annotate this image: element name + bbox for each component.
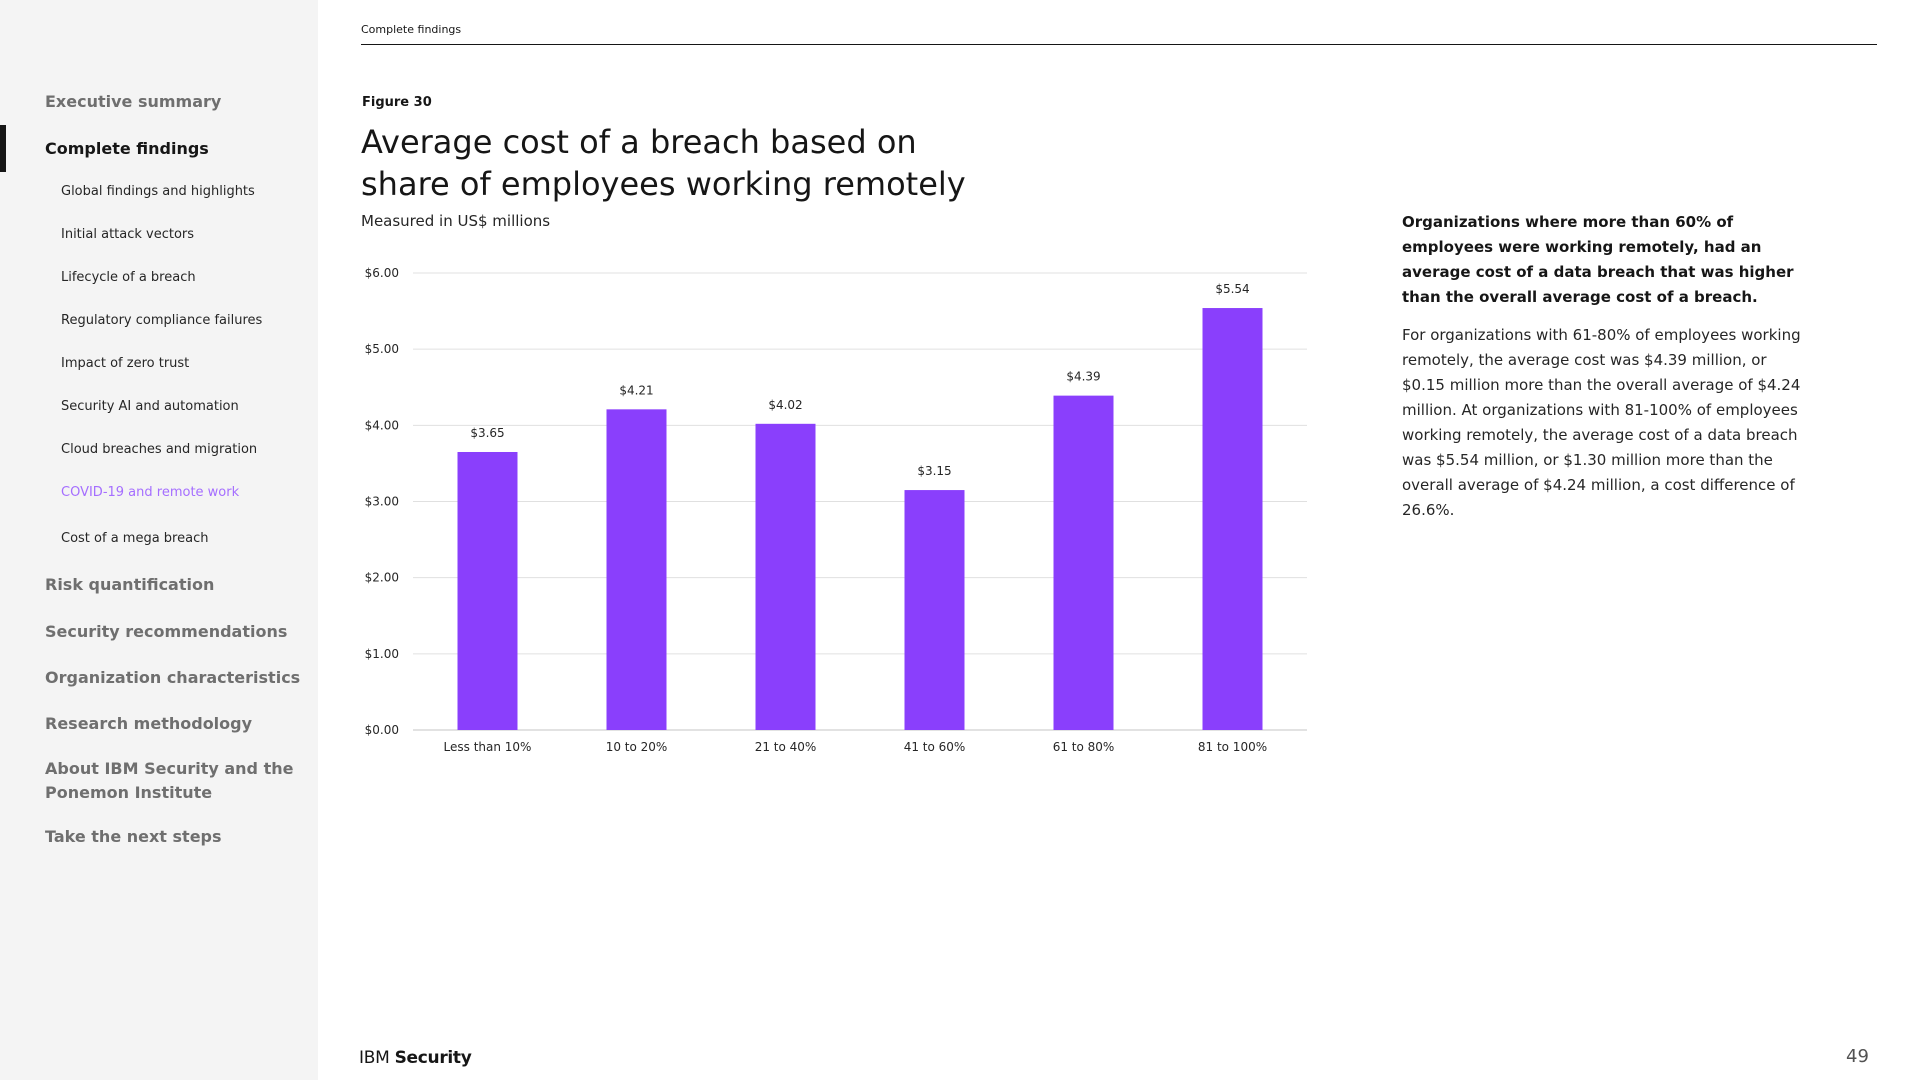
- chart-gridlines: [413, 272, 1307, 731]
- nav-item-organization-characteristics[interactable]: Organization characteristics: [45, 668, 301, 687]
- chart-bars: [457, 308, 1263, 730]
- nav-item-regulatory-compliance-failures[interactable]: Regulatory compliance failures: [61, 313, 263, 328]
- sidebar: Executive summary Complete findings Global…: [0, 0, 318, 1080]
- nav-item-complete-findings[interactable]: Complete findings: [45, 139, 209, 158]
- page-number: 49: [1846, 1046, 1869, 1067]
- side-body-paragraph: For organizations with 61-80% of employe…: [1402, 326, 1801, 519]
- header-divider: [361, 44, 1877, 45]
- bar-value-label: $4.02: [768, 398, 802, 412]
- bar-value-label: $4.39: [1066, 370, 1100, 384]
- bar: [606, 409, 667, 730]
- side-commentary: Organizations where more than 60% of emp…: [1402, 210, 1812, 523]
- y-axis-tick-labels: $0.00 $1.00 $2.00 $3.00 $4.00 $5.00 $6.00: [365, 266, 399, 737]
- figure-subtitle: Measured in US$ millions: [361, 212, 551, 230]
- x-category-label: 61 to 80%: [1053, 740, 1115, 754]
- bar-value-label: $4.21: [619, 383, 653, 397]
- x-category-label: 10 to 20%: [606, 740, 668, 754]
- figure-label: Figure 30: [362, 95, 432, 110]
- figure-title: Average cost of a breach based on share …: [361, 123, 966, 203]
- nav-item-security-recommendations[interactable]: Security recommendations: [45, 622, 288, 641]
- bar: [1053, 395, 1114, 730]
- x-axis-category-labels: Less than 10% 10 to 20% 21 to 40% 41 to 60%…: [444, 740, 1268, 754]
- bar: [755, 423, 816, 730]
- nav-item-research-methodology[interactable]: Research methodology: [45, 714, 253, 733]
- y-tick-label: $3.00: [365, 495, 399, 509]
- bar-value-label: $3.65: [470, 426, 504, 440]
- nav-item-initial-attack-vectors[interactable]: Initial attack vectors: [61, 227, 195, 242]
- y-tick-label: $2.00: [365, 571, 399, 585]
- side-lead-paragraph: Organizations where more than 60% of emp…: [1402, 213, 1794, 306]
- ibm-security-logo: IBM Security: [359, 1048, 472, 1068]
- bar-value-labels: $3.65 $4.21 $4.02 $3.15 $4.39 $5.54: [470, 282, 1249, 478]
- x-category-label: Less than 10%: [444, 740, 532, 754]
- nav-item-lifecycle-of-a-breach[interactable]: Lifecycle of a breach: [61, 270, 196, 285]
- nav-item-about-ibm-security-and-the-ponemon-institute[interactable]: About IBM Security and the Ponemon Insti…: [45, 759, 294, 802]
- nav-item-global-findings-and-highlights[interactable]: Global findings and highlights: [61, 184, 255, 199]
- y-tick-label: $5.00: [365, 342, 399, 356]
- nav-item-cloud-breaches-and-migration[interactable]: Cloud breaches and migration: [61, 442, 258, 457]
- bar: [1202, 308, 1263, 730]
- bar-value-label: $5.54: [1215, 282, 1249, 296]
- y-tick-label: $1.00: [365, 647, 399, 661]
- nav-item-covid-19-and-remote-work[interactable]: COVID-19 and remote work: [61, 485, 240, 500]
- logo-suffix: Security: [394, 1048, 472, 1068]
- section-nav: Executive summary Complete findings Global…: [0, 0, 318, 1080]
- bar: [457, 451, 518, 730]
- bar: [904, 490, 965, 730]
- nav-item-executive-summary[interactable]: Executive summary: [45, 92, 222, 111]
- nav-item-cost-of-a-mega-breach[interactable]: Cost of a mega breach: [61, 531, 209, 546]
- x-category-label: 41 to 60%: [904, 740, 966, 754]
- running-head: Complete findings: [361, 23, 462, 36]
- nav-item-take-the-next-steps[interactable]: Take the next steps: [45, 827, 222, 846]
- y-tick-label: $4.00: [365, 418, 399, 432]
- y-tick-label: $0.00: [365, 723, 399, 737]
- bar-value-label: $3.15: [917, 464, 951, 478]
- logo-prefix: IBM: [359, 1048, 390, 1068]
- bar-chart: $0.00 $1.00 $2.00 $3.00 $4.00 $5.00 $6.00 $3.6…: [365, 266, 1307, 754]
- active-section-marker: [0, 125, 6, 172]
- x-category-label: 21 to 40%: [755, 740, 817, 754]
- nav-item-risk-quantification[interactable]: Risk quantification: [45, 575, 215, 594]
- y-tick-label: $6.00: [365, 266, 399, 280]
- nav-item-impact-of-zero-trust[interactable]: Impact of zero trust: [61, 356, 190, 371]
- nav-item-security-ai-and-automation[interactable]: Security AI and automation: [61, 399, 239, 414]
- x-category-label: 81 to 100%: [1198, 740, 1267, 754]
